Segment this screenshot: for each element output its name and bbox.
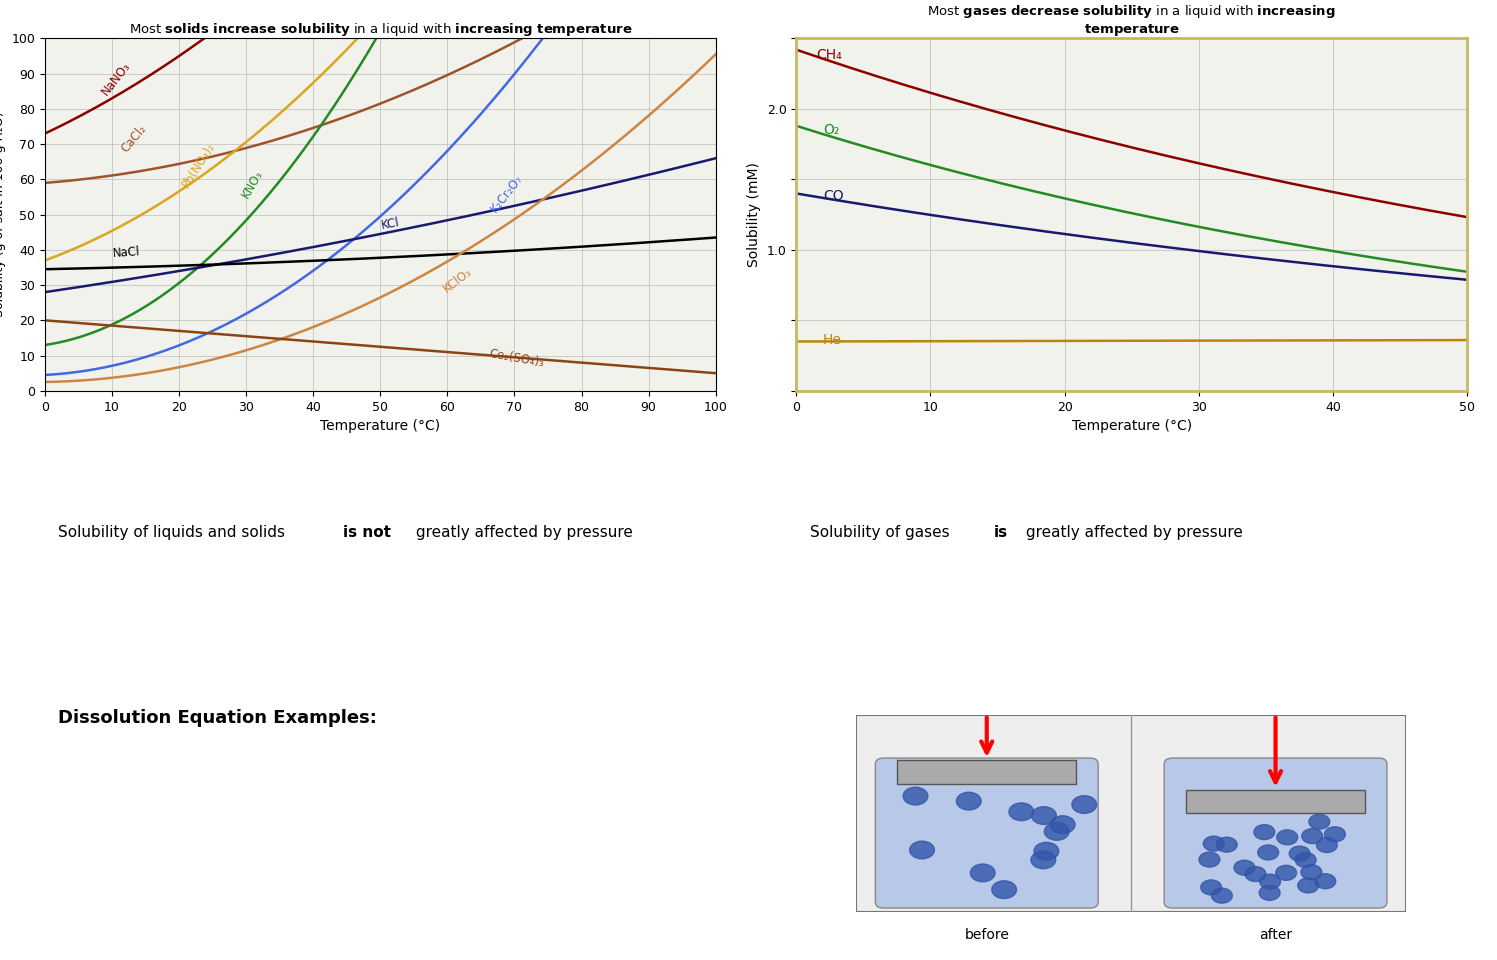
Circle shape <box>1298 878 1319 893</box>
Text: greatly affected by pressure: greatly affected by pressure <box>410 525 632 540</box>
Circle shape <box>1246 867 1266 881</box>
Title: Most $\bf{solids\ increase\ solubility}$ in a liquid with $\bf{increasing\ tempe: Most $\bf{solids\ increase\ solubility}$… <box>129 21 632 37</box>
Text: KClO₃: KClO₃ <box>440 265 475 296</box>
Circle shape <box>1034 842 1058 860</box>
Text: He: He <box>823 333 841 348</box>
Circle shape <box>1009 803 1034 821</box>
Circle shape <box>1314 874 1335 889</box>
Circle shape <box>1199 852 1220 867</box>
Circle shape <box>1031 851 1055 869</box>
FancyBboxPatch shape <box>876 758 1099 908</box>
Bar <box>897 760 1076 783</box>
Text: NaCl: NaCl <box>112 246 141 260</box>
Circle shape <box>993 880 1016 899</box>
Circle shape <box>1301 865 1322 879</box>
X-axis label: Temperature (°C): Temperature (°C) <box>1072 420 1192 433</box>
Text: Pb(NO₃)₂: Pb(NO₃)₂ <box>180 139 217 190</box>
Circle shape <box>1254 825 1275 840</box>
Circle shape <box>1302 828 1323 844</box>
Text: CaCl₂: CaCl₂ <box>118 122 150 155</box>
Text: NaNO₃: NaNO₃ <box>99 60 133 98</box>
Title: Most $\bf{gases\ decrease\ solubility}$ in a liquid with $\bf{increasing}$
$\bf{: Most $\bf{gases\ decrease\ solubility}$ … <box>928 3 1335 37</box>
Circle shape <box>1316 837 1337 852</box>
Text: Ce₂(SO₄)₃: Ce₂(SO₄)₃ <box>488 348 545 370</box>
Y-axis label: Solubility (g of salt in 100 g H₂O): Solubility (g of salt in 100 g H₂O) <box>0 111 6 318</box>
Circle shape <box>903 787 928 805</box>
Text: is not: is not <box>343 525 391 540</box>
Circle shape <box>1045 823 1069 840</box>
Circle shape <box>1295 852 1316 868</box>
Circle shape <box>1201 880 1222 895</box>
Circle shape <box>1031 806 1057 825</box>
X-axis label: Temperature (°C): Temperature (°C) <box>320 420 440 433</box>
Text: after: after <box>1259 927 1292 942</box>
Text: KNO₃: KNO₃ <box>240 168 266 201</box>
FancyBboxPatch shape <box>1165 758 1386 908</box>
Circle shape <box>957 792 981 810</box>
Circle shape <box>1325 827 1346 842</box>
Circle shape <box>970 864 996 882</box>
Text: K₂Cr₂O₇: K₂Cr₂O₇ <box>488 172 525 215</box>
Circle shape <box>1308 814 1329 829</box>
Circle shape <box>1277 829 1298 845</box>
Circle shape <box>1234 860 1254 876</box>
Circle shape <box>1072 796 1097 813</box>
Circle shape <box>1204 836 1225 852</box>
Y-axis label: Solubility (mM): Solubility (mM) <box>747 162 760 267</box>
Circle shape <box>910 841 934 859</box>
Text: CO: CO <box>823 189 844 204</box>
Circle shape <box>1257 845 1278 860</box>
Bar <box>1186 790 1365 813</box>
Text: before: before <box>964 927 1009 942</box>
Circle shape <box>1051 816 1075 833</box>
Text: is: is <box>994 525 1009 540</box>
Circle shape <box>1289 846 1310 861</box>
Circle shape <box>1211 888 1232 903</box>
Text: Dissolution Equation Examples:: Dissolution Equation Examples: <box>58 709 377 727</box>
Text: O₂: O₂ <box>823 123 840 137</box>
Text: Solubility of gases: Solubility of gases <box>810 525 954 540</box>
Circle shape <box>1259 875 1280 889</box>
Text: CH₄: CH₄ <box>816 48 843 62</box>
Text: KCl: KCl <box>380 216 401 232</box>
Circle shape <box>1259 885 1280 900</box>
Text: Solubility of liquids and solids: Solubility of liquids and solids <box>58 525 290 540</box>
Circle shape <box>1216 837 1237 852</box>
Text: greatly affected by pressure: greatly affected by pressure <box>1021 525 1243 540</box>
Circle shape <box>1275 865 1296 880</box>
